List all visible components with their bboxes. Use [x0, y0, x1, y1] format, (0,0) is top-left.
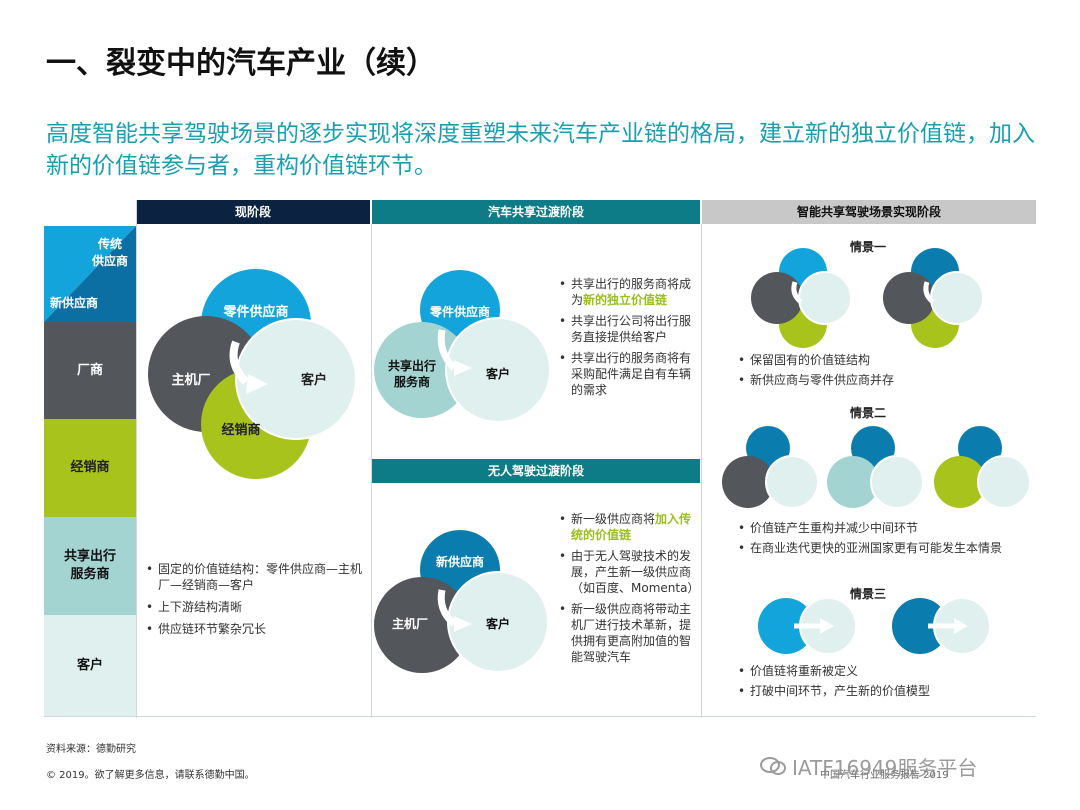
bullet: 固定的价值链结构：零件供应商—主机厂—经销商—客户	[158, 562, 363, 592]
venn-oem-label: 主机厂	[171, 372, 210, 388]
header-smart: 智能共享驾驶场景实现阶段	[702, 200, 1036, 224]
page-title: 一、裂变中的汽车产业（续）	[46, 46, 436, 81]
venn-new-supplier-label: 新供应商	[436, 554, 484, 569]
sharing-bullets: • 共享出行的服务商将成为新的独立价值链 • 共享出行公司将出行服务直接提供给客户 …	[559, 277, 692, 397]
side-sharing-provider: 共享出行 服务商	[44, 517, 136, 615]
side-new-supplier: 新供应商	[50, 296, 99, 310]
scenario-2-bullets: • 价值链产生重构并减少中间环节 • 在商业迭代更快的亚洲国家更有可能发生本情景	[738, 521, 1003, 555]
current-bullets: • 固定的价值链结构：零件供应商—主机厂—经销商—客户 • 上下游结构清晰 • 供应链…	[146, 562, 363, 636]
wechat-icon	[760, 756, 786, 776]
venn-customer-label: 客户	[485, 616, 510, 631]
venn-customer-label: 客户	[485, 366, 510, 381]
bullet: 供应链环节繁杂冗长	[158, 622, 267, 636]
watermark: IATF16949服务平台	[760, 748, 1060, 784]
venn-customer-label: 客户	[301, 372, 327, 388]
page-subtitle: 高度智能共享驾驶场景的逐步实现将深度重塑未来汽车产业链的格局，建立新的独立价值链…	[46, 121, 1035, 179]
scenario-1-bullets: • 保留固有的价值链结构 • 新供应商与零件供应商并存	[738, 353, 895, 387]
scenario-3-title: 情景三	[850, 587, 887, 601]
bullet: 上下游结构清晰	[158, 600, 243, 614]
header-current: 现阶段	[136, 200, 370, 224]
scenario-3-diagrams	[758, 597, 991, 655]
venn-provider-label-2: 服务商	[394, 374, 430, 389]
side-traditional-supplier: 传统 供应商	[91, 237, 128, 268]
header-autonomous: 无人驾驶过渡阶段	[372, 459, 700, 483]
scenario-2-title: 情景二	[850, 406, 887, 420]
scenario-2-diagrams	[722, 426, 1031, 509]
autonomous-venn-diagram: 新供应商 主机厂 客户	[374, 530, 549, 673]
scenario-1-title: 情景一	[850, 240, 887, 254]
venn-provider-label-1: 共享出行	[388, 358, 436, 373]
side-oem: 厂商	[44, 322, 136, 419]
current-venn-diagram: 零件供应商 主机厂 经销商 客户	[148, 269, 357, 479]
copyright-note: © 2019。欲了解更多信息，请联系德勤中国。	[46, 770, 255, 781]
venn-parts-label: 零件供应商	[222, 304, 288, 320]
header-sharing: 汽车共享过渡阶段	[372, 200, 700, 224]
venn-parts-label: 零件供应商	[429, 304, 490, 319]
source-note: 资料来源：德勤研究	[46, 744, 136, 755]
sharing-venn-diagram: 零件供应商 共享出行 服务商 客户	[374, 270, 551, 423]
supplier-block: 传统 供应商 新供应商	[44, 226, 136, 322]
venn-oem-label: 主机厂	[392, 616, 428, 631]
scenario-1-diagrams	[751, 248, 984, 348]
side-dealer: 经销商	[44, 419, 136, 517]
report-name: 中国汽车行业服务报告 2019	[820, 770, 949, 781]
autonomous-bullets: • 新一级供应商将加入传统的价值链 • 由于无人驾驶技术的发展，产生新一级供应商（如…	[559, 512, 700, 664]
scenario-3-bullets: • 价值链将重新被定义 • 打破中间环节，产生新的价值模型	[738, 664, 931, 698]
side-customer: 客户	[44, 615, 136, 716]
venn-dealer-label: 经销商	[221, 422, 260, 438]
